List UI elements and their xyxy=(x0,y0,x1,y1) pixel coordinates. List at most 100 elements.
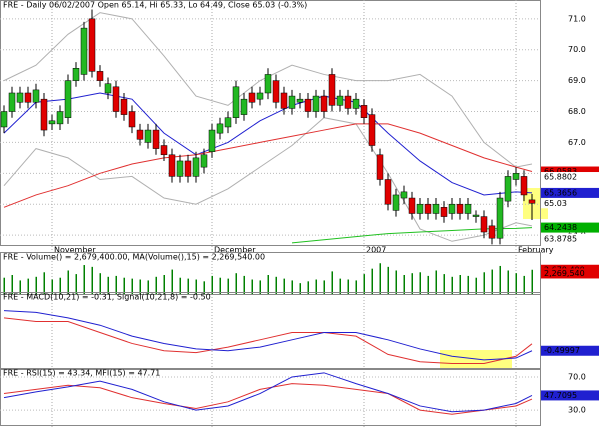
candle-body xyxy=(408,197,416,214)
volume-bar xyxy=(387,266,389,294)
volume-bar xyxy=(99,273,101,294)
volume-bar xyxy=(203,281,205,294)
candle-body xyxy=(432,203,440,214)
volume-bar xyxy=(131,278,133,294)
candle-body xyxy=(56,111,64,125)
value-marker-label: 64.2438 xyxy=(544,223,577,232)
value-marker xyxy=(541,198,599,209)
candle-body xyxy=(488,225,496,239)
candle-body xyxy=(336,95,344,106)
volume-bar xyxy=(307,281,309,294)
volume-bar xyxy=(379,263,381,294)
candle-body xyxy=(392,194,400,211)
volume-bar xyxy=(147,280,149,294)
candle-body xyxy=(400,191,408,199)
volume-bar xyxy=(91,266,93,294)
volume-bar xyxy=(499,265,501,294)
volume-bar xyxy=(155,276,157,294)
volume-bar xyxy=(43,272,45,294)
volume-bar xyxy=(59,277,61,294)
y-tick-label: 68.0 xyxy=(568,107,586,116)
panel-title: FRE - RSI(15) = 43.34, MFI(15) = 47.71 xyxy=(3,369,160,378)
panel-frame xyxy=(0,292,541,370)
indicator-line xyxy=(291,227,533,244)
volume-bar xyxy=(331,271,333,294)
candle-body xyxy=(416,203,424,214)
volume-bar xyxy=(523,275,525,294)
candle-body xyxy=(272,80,280,103)
candle-body xyxy=(224,117,232,128)
candle-body xyxy=(344,95,352,109)
volume-bar xyxy=(395,270,397,294)
volume-bar xyxy=(443,274,445,294)
candle-body xyxy=(96,71,104,81)
volume-bar xyxy=(435,270,437,294)
y-tick-label: 70.0 xyxy=(568,372,586,381)
candle-body xyxy=(200,154,208,168)
candle-body xyxy=(192,157,200,177)
candle-body xyxy=(424,203,432,214)
candle-body xyxy=(304,98,312,112)
candle-body xyxy=(376,154,384,180)
candle-body xyxy=(528,199,536,204)
candle-body xyxy=(352,98,360,109)
candle-body xyxy=(168,154,176,177)
volume-bar xyxy=(515,273,517,294)
indicator-line xyxy=(3,317,533,365)
value-marker xyxy=(541,222,599,233)
value-marker xyxy=(541,172,599,183)
volume-bar xyxy=(179,277,181,294)
value-marker-label: -0.49997 xyxy=(544,346,580,355)
candle-body xyxy=(184,160,192,177)
volume-bar xyxy=(531,269,533,294)
y-tick-label: 67.0 xyxy=(568,138,586,147)
volume-bar xyxy=(275,276,277,294)
candle-body xyxy=(440,207,448,217)
x-tick-label: 2007 xyxy=(366,246,386,255)
volume-bar xyxy=(363,274,365,294)
value-marker-label: 66.0583 xyxy=(544,167,577,176)
panel-frame xyxy=(0,252,541,295)
candle-body xyxy=(104,83,112,94)
volume-bar xyxy=(3,277,5,294)
volume-bar xyxy=(403,275,405,294)
volume-bar xyxy=(459,275,461,294)
volume-bar xyxy=(251,279,253,294)
volume-bar xyxy=(259,280,261,294)
candle-body xyxy=(8,92,16,112)
value-marker xyxy=(541,233,599,244)
candle-body xyxy=(464,203,472,214)
volume-bar xyxy=(123,277,125,294)
indicator-line xyxy=(3,92,533,196)
value-marker-label: 2,269,540 xyxy=(544,269,585,278)
candle-body xyxy=(128,111,136,128)
candle-body xyxy=(112,86,120,112)
volume-bar xyxy=(163,275,165,294)
x-tick-label: February xyxy=(518,246,554,255)
volume-bar xyxy=(339,278,341,294)
candle-body xyxy=(0,111,8,128)
volume-bar xyxy=(195,279,197,294)
volume-bar xyxy=(475,277,477,294)
volume-bar xyxy=(243,275,245,294)
y-tick-label: 30.0 xyxy=(568,406,586,415)
indicator-line xyxy=(3,12,533,168)
value-marker-label: 65.8802 xyxy=(544,173,577,182)
y-tick-label: 70.0 xyxy=(568,45,586,54)
candle-body xyxy=(312,95,320,112)
value-marker xyxy=(541,187,599,198)
volume-bar xyxy=(75,274,77,294)
y-tick-label: 69.0 xyxy=(568,76,586,85)
candle-body xyxy=(24,92,32,103)
value-marker-label: 65.3656 xyxy=(544,188,577,197)
candle-body xyxy=(240,98,248,115)
candle-body xyxy=(136,129,144,140)
panel-frame xyxy=(0,0,541,246)
volume-bar xyxy=(115,275,117,294)
candle-body xyxy=(64,80,72,118)
volume-bar xyxy=(19,280,21,294)
candle-body xyxy=(48,120,56,125)
candle-body xyxy=(368,114,376,146)
volume-bar xyxy=(211,275,213,294)
volume-bar xyxy=(107,276,109,294)
